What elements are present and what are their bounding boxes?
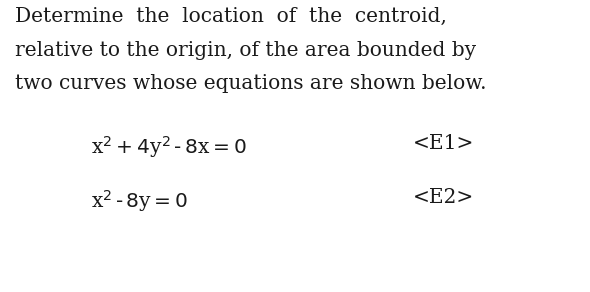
Text: $\mathregular{x}^2 + 4\mathregular{y}^2\,\text{-}\,8\mathregular{x} = 0$: $\mathregular{x}^2 + 4\mathregular{y}^2\… xyxy=(91,134,247,160)
Text: <E1>: <E1> xyxy=(413,134,474,153)
Text: two curves whose equations are shown below.: two curves whose equations are shown bel… xyxy=(15,74,486,93)
Text: relative to the origin, of the area bounded by: relative to the origin, of the area boun… xyxy=(15,41,476,60)
Text: <E2>: <E2> xyxy=(413,188,474,207)
Text: $\mathregular{x}^2\,\text{-}\,8\mathregular{y} = 0$: $\mathregular{x}^2\,\text{-}\,8\mathregu… xyxy=(91,188,189,214)
Text: Determine  the  location  of  the  centroid,: Determine the location of the centroid, xyxy=(15,7,447,26)
